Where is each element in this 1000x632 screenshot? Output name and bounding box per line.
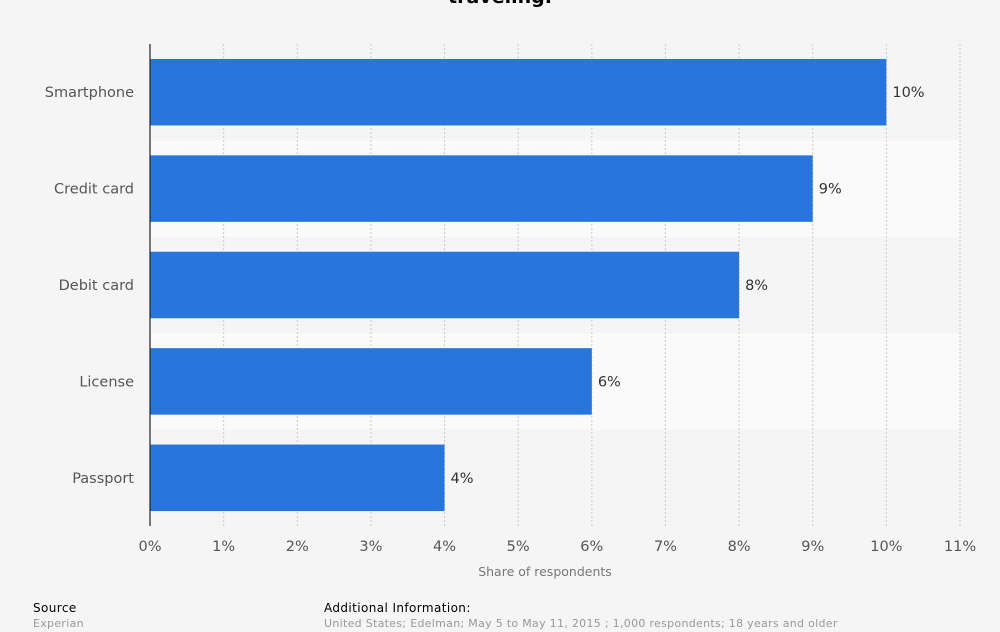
category-label: Passport — [72, 471, 134, 487]
chart-title: traveling. — [0, 0, 1000, 8]
bar-smartphone — [150, 58, 887, 126]
bar-passport — [150, 444, 445, 512]
source-heading: Source — [33, 601, 77, 615]
additional-info-text: United States; Edelman; May 5 to May 11,… — [324, 617, 838, 630]
x-tick-label: 6% — [580, 539, 603, 555]
x-tick-label: 9% — [801, 539, 824, 555]
category-label: Credit card — [54, 182, 134, 198]
value-label: 4% — [451, 471, 474, 487]
category-label: License — [79, 374, 134, 390]
x-tick-label: 4% — [433, 539, 456, 555]
x-tick-label: 1% — [212, 539, 235, 555]
x-tick-label: 7% — [654, 539, 677, 555]
category-label: Smartphone — [45, 85, 134, 101]
x-tick-label: 2% — [286, 539, 309, 555]
x-tick-label: 0% — [138, 539, 161, 555]
value-label: 6% — [598, 374, 621, 390]
source-text: Experian — [33, 617, 84, 630]
source-block: Source Experian — [33, 600, 84, 632]
x-tick-label: 11% — [944, 539, 976, 555]
bar-debit-card — [150, 251, 740, 319]
bar-license — [150, 348, 592, 415]
x-tick-label: 5% — [507, 539, 530, 555]
bar-credit-card — [150, 155, 813, 222]
additional-info-heading: Additional Information: — [324, 601, 471, 615]
value-label: 10% — [892, 85, 924, 101]
x-tick-label: 8% — [728, 539, 751, 555]
x-tick-label: 3% — [359, 539, 382, 555]
x-tick-label: 10% — [870, 539, 902, 555]
category-label: Debit card — [59, 278, 134, 294]
value-label: 9% — [819, 182, 842, 198]
value-label: 8% — [745, 278, 768, 294]
x-axis-label: Share of respondents — [478, 564, 612, 579]
additional-info-block: Additional Information: United States; E… — [324, 600, 838, 632]
